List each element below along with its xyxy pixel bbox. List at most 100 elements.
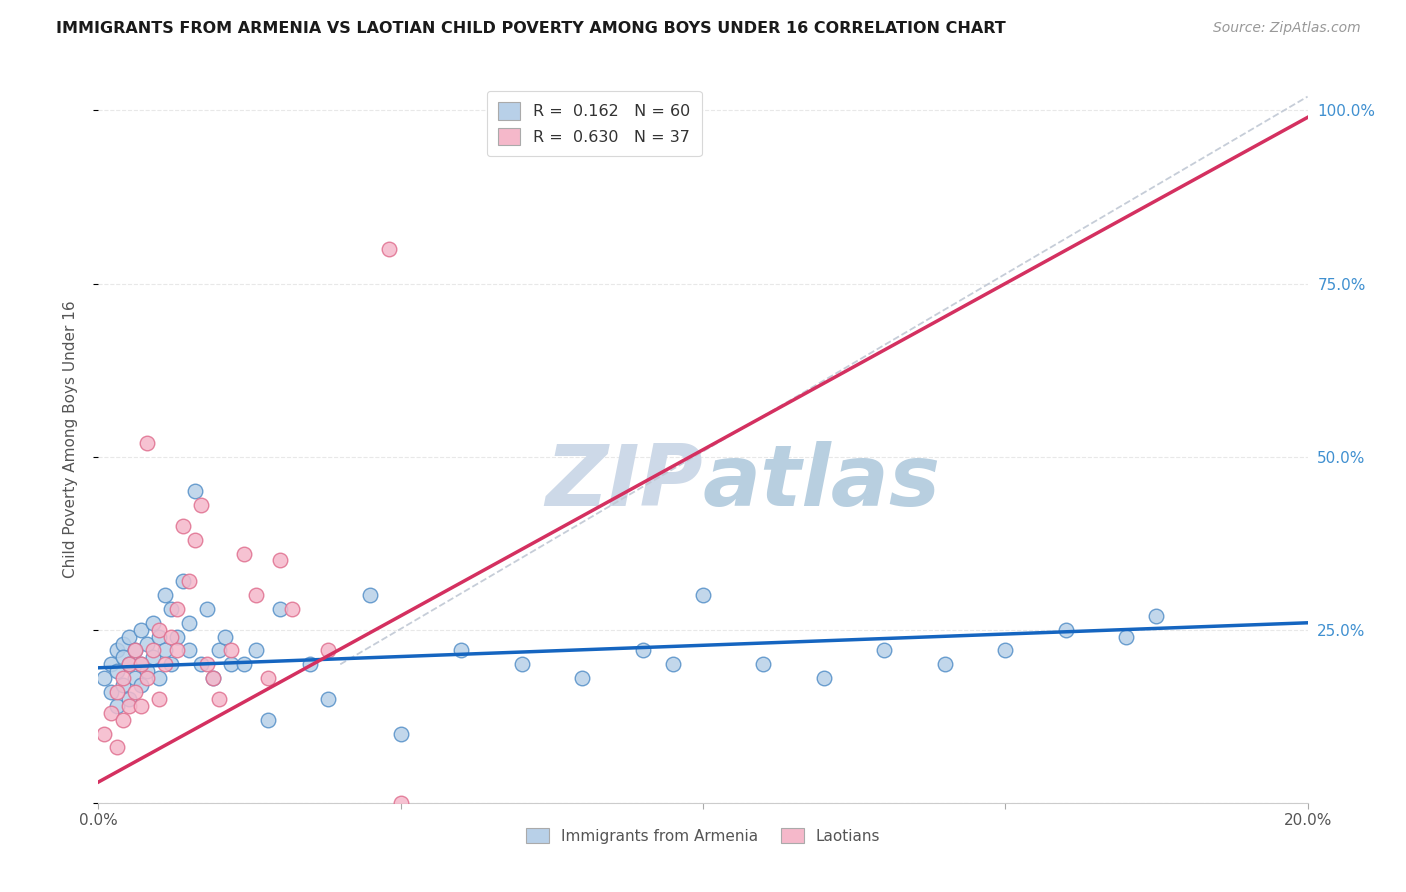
- Point: [245, 643, 267, 657]
- Point: [184, 484, 207, 499]
- Point: [129, 657, 152, 672]
- Point: [994, 643, 1017, 657]
- Point: [208, 692, 231, 706]
- Point: [195, 602, 218, 616]
- Point: [214, 630, 236, 644]
- Point: [316, 643, 339, 657]
- Point: [813, 671, 835, 685]
- Point: [316, 692, 339, 706]
- Point: [124, 643, 146, 657]
- Point: [281, 602, 304, 616]
- Point: [118, 630, 141, 644]
- Point: [105, 740, 128, 755]
- Point: [172, 574, 194, 589]
- Point: [190, 498, 212, 512]
- Point: [105, 643, 128, 657]
- Point: [269, 553, 291, 567]
- Point: [153, 657, 176, 672]
- Point: [129, 657, 152, 672]
- Point: [510, 657, 533, 672]
- Point: [873, 643, 896, 657]
- Point: [179, 643, 201, 657]
- Text: Source: ZipAtlas.com: Source: ZipAtlas.com: [1213, 21, 1361, 36]
- Point: [195, 657, 218, 672]
- Point: [190, 657, 212, 672]
- Point: [142, 650, 165, 665]
- Point: [124, 671, 146, 685]
- Point: [166, 643, 188, 657]
- Text: atlas: atlas: [703, 442, 941, 524]
- Point: [377, 242, 399, 256]
- Point: [100, 706, 122, 720]
- Point: [160, 602, 183, 616]
- Point: [111, 678, 134, 692]
- Point: [232, 657, 254, 672]
- Point: [148, 630, 170, 644]
- Point: [752, 657, 775, 672]
- Point: [118, 692, 141, 706]
- Point: [389, 726, 412, 740]
- Point: [148, 692, 170, 706]
- Point: [1144, 608, 1167, 623]
- Point: [105, 698, 128, 713]
- Point: [299, 657, 322, 672]
- Point: [179, 615, 201, 630]
- Point: [934, 657, 956, 672]
- Point: [124, 685, 146, 699]
- Point: [111, 713, 134, 727]
- Point: [129, 678, 152, 692]
- Point: [129, 623, 152, 637]
- Point: [256, 713, 278, 727]
- Point: [105, 685, 128, 699]
- Point: [135, 665, 157, 679]
- Point: [148, 623, 170, 637]
- Point: [179, 574, 201, 589]
- Point: [245, 588, 267, 602]
- Point: [135, 636, 157, 650]
- Point: [208, 643, 231, 657]
- Point: [450, 643, 472, 657]
- Point: [160, 657, 183, 672]
- Y-axis label: Child Poverty Among Boys Under 16: Child Poverty Among Boys Under 16: [63, 301, 77, 578]
- Point: [202, 671, 225, 685]
- Point: [153, 588, 176, 602]
- Point: [142, 643, 165, 657]
- Point: [105, 665, 128, 679]
- Text: IMMIGRANTS FROM ARMENIA VS LAOTIAN CHILD POVERTY AMONG BOYS UNDER 16 CORRELATION: IMMIGRANTS FROM ARMENIA VS LAOTIAN CHILD…: [56, 21, 1005, 37]
- Point: [160, 630, 183, 644]
- Point: [631, 643, 654, 657]
- Point: [360, 588, 382, 602]
- Point: [184, 533, 207, 547]
- Point: [153, 643, 176, 657]
- Point: [93, 726, 115, 740]
- Point: [118, 657, 141, 672]
- Point: [692, 588, 714, 602]
- Point: [269, 602, 291, 616]
- Legend: Immigrants from Armenia, Laotians: Immigrants from Armenia, Laotians: [519, 822, 887, 850]
- Text: ZIP: ZIP: [546, 442, 703, 524]
- Point: [135, 671, 157, 685]
- Point: [661, 657, 683, 672]
- Point: [135, 435, 157, 450]
- Point: [172, 519, 194, 533]
- Point: [202, 671, 225, 685]
- Point: [111, 671, 134, 685]
- Point: [142, 615, 165, 630]
- Point: [129, 698, 152, 713]
- Point: [166, 630, 188, 644]
- Point: [111, 650, 134, 665]
- Point: [93, 671, 115, 685]
- Point: [221, 657, 243, 672]
- Point: [100, 685, 122, 699]
- Point: [118, 657, 141, 672]
- Point: [571, 671, 593, 685]
- Point: [124, 643, 146, 657]
- Point: [389, 796, 412, 810]
- Point: [100, 657, 122, 672]
- Point: [1054, 623, 1077, 637]
- Point: [148, 671, 170, 685]
- Point: [111, 636, 134, 650]
- Point: [118, 698, 141, 713]
- Point: [232, 547, 254, 561]
- Point: [256, 671, 278, 685]
